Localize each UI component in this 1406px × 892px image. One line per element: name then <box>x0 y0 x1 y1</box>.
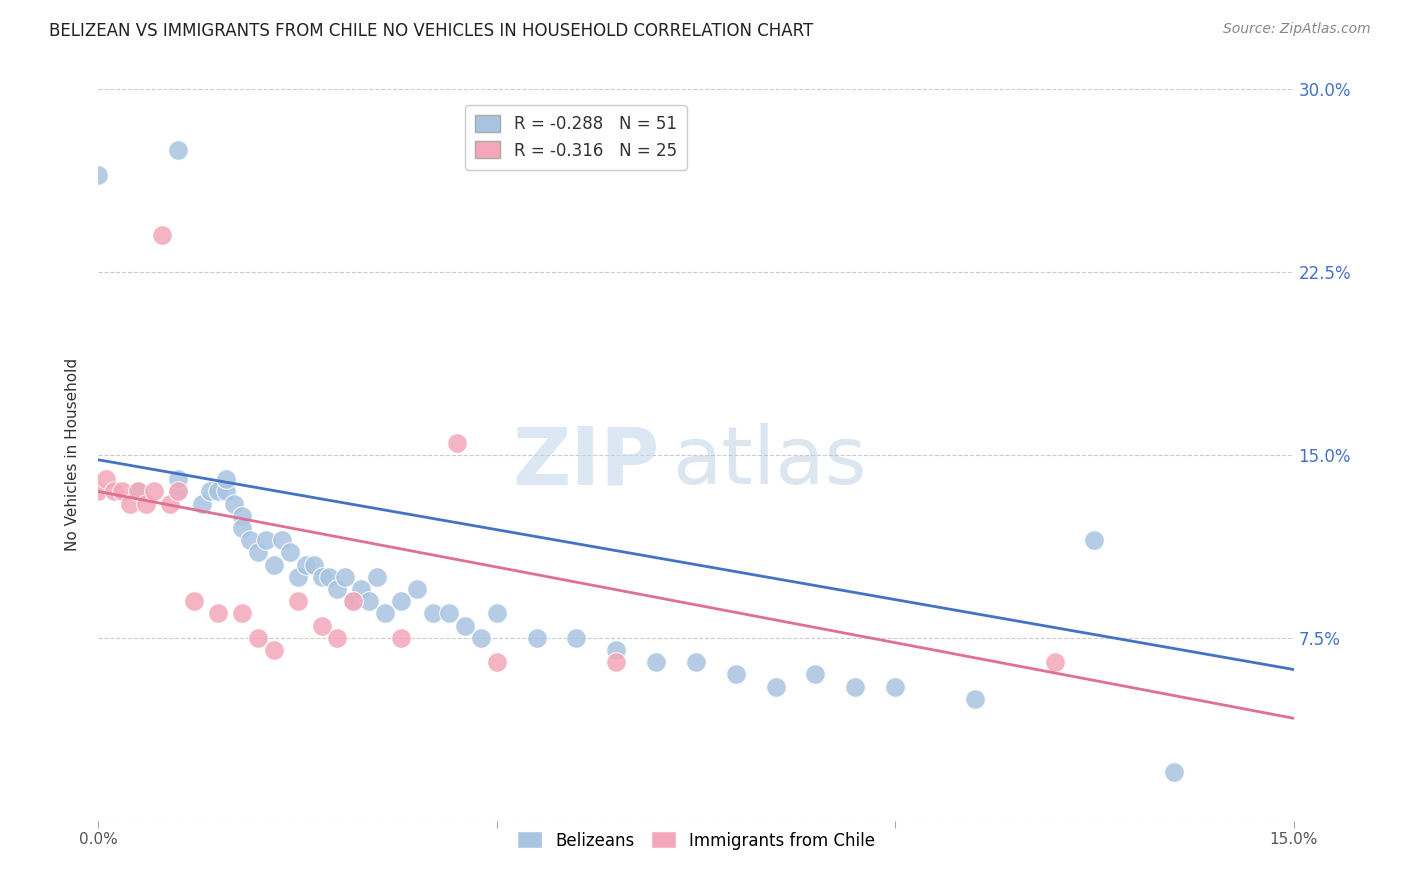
Point <box>263 643 285 657</box>
Point <box>1083 533 1105 548</box>
Point <box>254 533 277 548</box>
Point <box>724 667 747 681</box>
Point <box>167 143 190 157</box>
Point <box>311 570 333 584</box>
Point <box>884 680 907 694</box>
Point <box>159 497 181 511</box>
Point <box>342 594 364 608</box>
Point <box>231 508 253 523</box>
Point <box>150 228 173 243</box>
Point <box>311 618 333 632</box>
Text: Source: ZipAtlas.com: Source: ZipAtlas.com <box>1223 22 1371 37</box>
Point <box>326 631 349 645</box>
Point <box>470 631 492 645</box>
Point <box>246 545 269 559</box>
Point <box>342 594 364 608</box>
Point <box>287 594 309 608</box>
Point <box>191 497 214 511</box>
Point <box>318 570 340 584</box>
Point <box>127 484 149 499</box>
Y-axis label: No Vehicles in Household: No Vehicles in Household <box>65 359 80 551</box>
Point <box>231 607 253 621</box>
Point <box>111 484 134 499</box>
Point <box>437 607 460 621</box>
Point <box>263 558 285 572</box>
Point <box>565 631 588 645</box>
Point <box>239 533 262 548</box>
Text: atlas: atlas <box>672 423 866 501</box>
Point <box>215 484 238 499</box>
Point <box>222 497 245 511</box>
Point <box>389 594 412 608</box>
Point <box>120 497 142 511</box>
Point <box>167 484 190 499</box>
Point <box>454 618 477 632</box>
Point <box>215 472 238 486</box>
Point <box>485 655 508 669</box>
Point <box>302 558 325 572</box>
Point <box>87 484 110 499</box>
Point <box>167 472 190 486</box>
Point <box>326 582 349 596</box>
Point <box>270 533 292 548</box>
Point <box>526 631 548 645</box>
Point <box>605 643 627 657</box>
Point <box>446 435 468 450</box>
Point <box>1163 764 1185 779</box>
Point <box>167 484 190 499</box>
Point <box>143 484 166 499</box>
Point <box>359 594 381 608</box>
Point <box>844 680 866 694</box>
Point <box>183 594 205 608</box>
Point <box>485 607 508 621</box>
Point <box>605 655 627 669</box>
Text: ZIP: ZIP <box>513 423 661 501</box>
Point <box>231 521 253 535</box>
Point <box>765 680 787 694</box>
Point <box>366 570 388 584</box>
Point <box>103 484 125 499</box>
Point <box>207 484 229 499</box>
Point <box>1043 655 1066 669</box>
Point <box>198 484 221 499</box>
Point <box>207 607 229 621</box>
Point <box>389 631 412 645</box>
Point <box>87 168 110 182</box>
Point <box>335 570 357 584</box>
Point <box>963 691 986 706</box>
Text: BELIZEAN VS IMMIGRANTS FROM CHILE NO VEHICLES IN HOUSEHOLD CORRELATION CHART: BELIZEAN VS IMMIGRANTS FROM CHILE NO VEH… <box>49 22 814 40</box>
Point <box>685 655 707 669</box>
Point <box>374 607 396 621</box>
Point <box>278 545 301 559</box>
Point <box>294 558 316 572</box>
Point <box>645 655 668 669</box>
Point <box>406 582 429 596</box>
Legend: Belizeans, Immigrants from Chile: Belizeans, Immigrants from Chile <box>510 825 882 856</box>
Point <box>96 472 118 486</box>
Point <box>804 667 827 681</box>
Point <box>287 570 309 584</box>
Point <box>350 582 373 596</box>
Point <box>422 607 444 621</box>
Point <box>246 631 269 645</box>
Point <box>127 484 149 499</box>
Point <box>135 497 157 511</box>
